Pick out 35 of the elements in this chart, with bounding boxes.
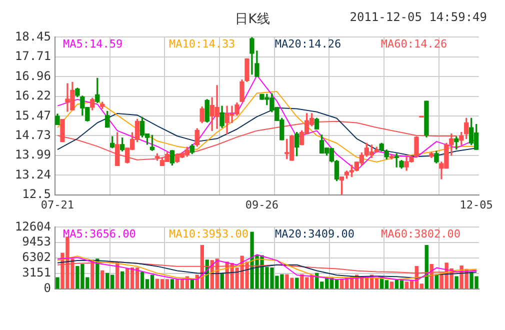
text: MA5:14.59 [63,38,123,51]
x-tick-label: 12-05 [460,198,493,212]
text: MA20:3409.00 [275,228,354,241]
y-tick-label: 6302 [22,250,51,264]
series-label: MA10:3953.00 [169,228,248,241]
y-tick-label: 12604 [14,219,51,234]
y-tick-label: 15.47 [14,108,51,122]
y-tick-label: 16.22 [14,88,51,102]
series-label: MA5:3656.00 [63,228,136,241]
bar [56,277,60,289]
bar [454,276,458,289]
y-tick-label: 18.45 [14,29,51,44]
bar [434,274,438,289]
bar [390,282,394,289]
y-tick-label: 14.73 [14,128,51,142]
text: MA60:14.26 [380,38,448,51]
chart-subtitle: 2011-12-05 14:59:49 [350,10,487,24]
x-tick-label: 09-26 [245,198,278,212]
x-tick-label: 07-21 [40,198,74,212]
text: MA10:14.33 [168,38,236,51]
bar [170,279,174,289]
bar [295,278,299,289]
bar [100,270,104,289]
text: MA20:14.26 [274,38,342,51]
y-tick-label: 12.5 [22,186,51,201]
text: MA60:3802.00 [381,228,460,241]
y-tick-label: 0 [44,280,51,295]
bar [120,271,124,289]
y-tick-label: 9453 [22,234,51,249]
y-tick-label: 3151 [22,266,51,280]
y-tick-label: 13.24 [14,167,51,182]
y-tick-label: 17.71 [14,48,51,63]
chart-title: 日K线 [235,12,270,27]
y-tick-label: 13.99 [14,147,51,162]
y-tick-label: 16.96 [14,68,51,83]
